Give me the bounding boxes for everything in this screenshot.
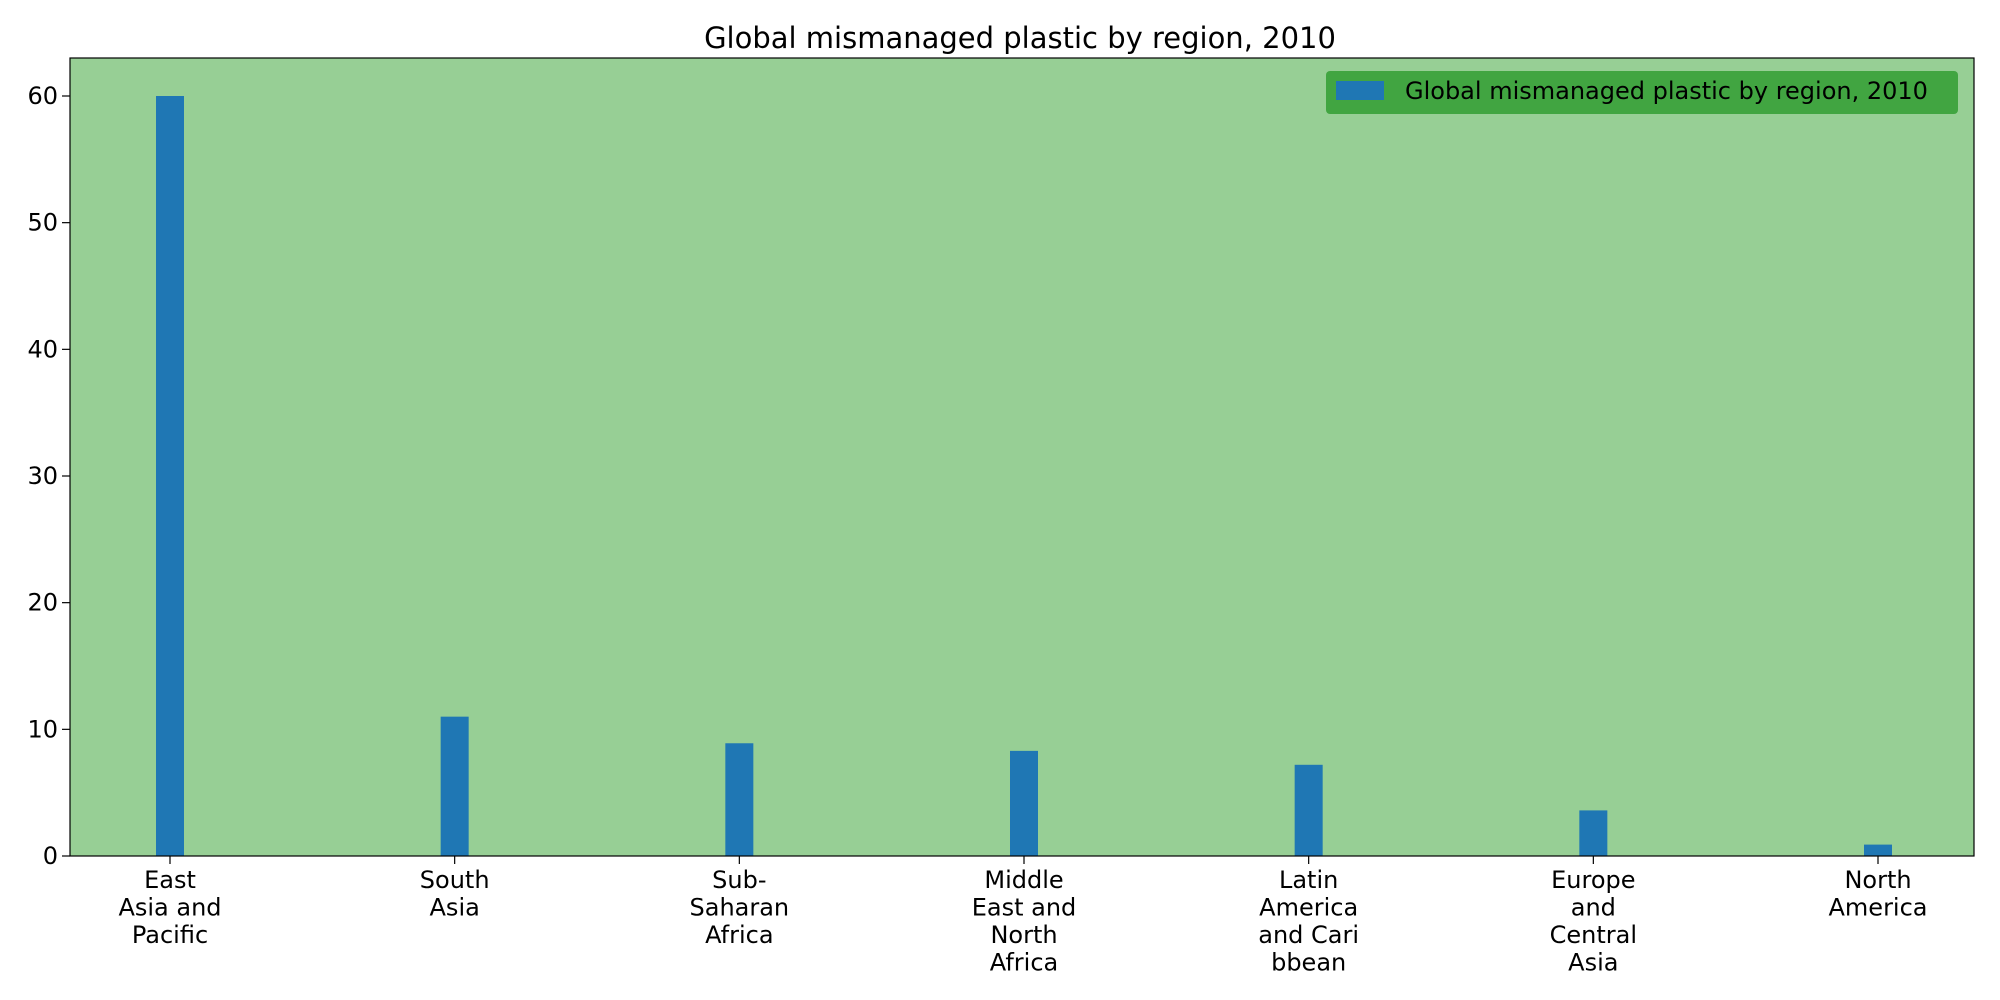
bar: [1010, 750, 1038, 856]
y-axis: 0 10 20 30 40 50 60: [27, 82, 70, 870]
y-tick-label: 40: [27, 335, 58, 363]
legend: Global mismanaged plastic by region, 201…: [1326, 71, 1958, 114]
plot-frame: [69, 57, 1975, 857]
bars-group: [156, 96, 1892, 856]
y-tick-label: 30: [27, 462, 58, 490]
y-tick-label: 50: [27, 209, 58, 237]
legend-swatch: [1336, 81, 1384, 100]
bar: [156, 96, 184, 856]
chart-title: Global mismanaged plastic by region, 201…: [704, 21, 1336, 55]
x-tick-label: North America: [1829, 866, 1928, 922]
y-tick-label: 0: [43, 842, 58, 870]
y-tick-label: 10: [27, 715, 58, 743]
x-tick-label: Middle East and North Africa: [972, 866, 1077, 977]
x-tick-label: Sub-Saharan Africa: [690, 866, 790, 949]
x-tick-label: South Asia: [420, 866, 490, 922]
x-tick-label: East Asia and Pacific: [118, 866, 221, 949]
plot-area: [70, 58, 1974, 856]
legend-box: [1326, 71, 1958, 114]
bar: [1864, 844, 1892, 856]
y-tick-label: 60: [27, 82, 58, 110]
bar: [725, 743, 754, 856]
bar: [440, 716, 469, 856]
bar: [1294, 764, 1323, 856]
x-tick-label: Latin America and Cari bbean: [1258, 866, 1359, 977]
x-tick-label: Europe and Central Asia: [1550, 866, 1637, 977]
x-axis: East Asia and Pacific South Asia Sub-Saharan A…: [118, 856, 1928, 977]
legend-label: Global mismanaged plastic by region, 201…: [1405, 77, 1928, 105]
bar: [1579, 810, 1608, 856]
y-tick-label: 20: [27, 589, 58, 617]
